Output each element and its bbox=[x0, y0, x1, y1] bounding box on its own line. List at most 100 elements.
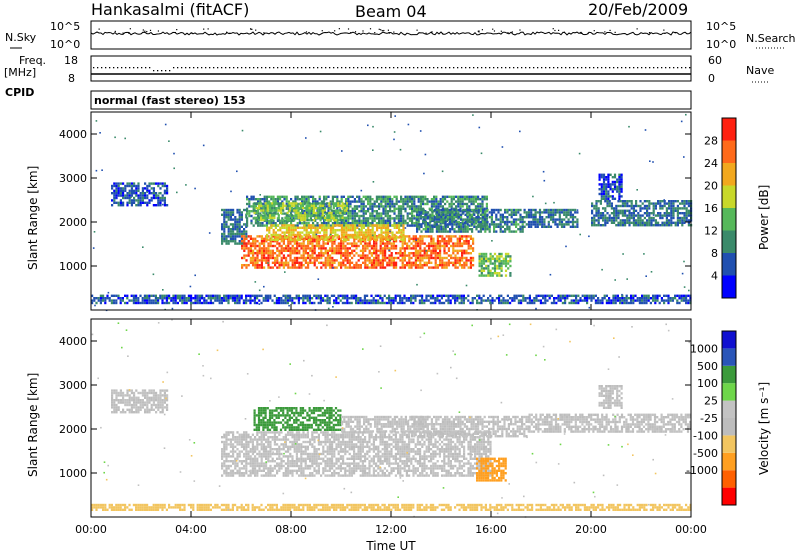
heatmap-cell bbox=[299, 214, 302, 217]
heatmap-cell bbox=[530, 213, 533, 216]
heatmap-cell bbox=[221, 240, 224, 243]
heatmap-cell bbox=[301, 226, 304, 229]
heatmap-cell bbox=[273, 202, 276, 205]
heatmap-cell bbox=[312, 222, 315, 225]
heatmap-cell bbox=[309, 240, 312, 243]
heatmap-cell bbox=[646, 200, 649, 203]
heatmap-cell bbox=[381, 299, 384, 302]
heatmap-cell bbox=[362, 254, 365, 257]
heatmap-cell bbox=[519, 213, 522, 216]
heatmap-cell bbox=[308, 219, 311, 222]
heatmap-cell bbox=[245, 299, 248, 302]
heatmap-cell bbox=[243, 232, 246, 236]
heatmap-cell bbox=[311, 252, 314, 255]
heatmap-cell bbox=[472, 195, 475, 198]
heatmap-cell bbox=[342, 254, 345, 257]
heatmap-cell bbox=[166, 184, 169, 188]
heatmap-cell bbox=[588, 294, 591, 297]
heatmap-cell bbox=[227, 297, 230, 300]
frequency-point bbox=[505, 67, 507, 69]
heatmap-cell bbox=[459, 198, 462, 201]
heatmap-cell bbox=[232, 218, 235, 221]
heatmap-cell bbox=[436, 297, 439, 300]
heatmap-cell bbox=[431, 225, 434, 228]
heatmap-cell bbox=[274, 233, 277, 237]
heatmap-cell bbox=[463, 252, 466, 255]
heatmap-cell bbox=[530, 223, 533, 226]
heatmap-cell bbox=[301, 231, 304, 234]
heatmap-cell bbox=[597, 212, 600, 215]
heatmap-cell bbox=[327, 195, 330, 198]
heatmap-cell bbox=[613, 216, 616, 220]
heatmap-cell bbox=[356, 231, 359, 234]
heatmap-cell bbox=[438, 218, 441, 221]
heatmap-cell bbox=[331, 212, 334, 215]
heatmap-cell bbox=[683, 202, 686, 205]
heatmap-cell bbox=[547, 223, 550, 226]
heatmap-cell bbox=[482, 211, 485, 214]
heatmap-cell bbox=[467, 247, 470, 250]
heatmap-cell bbox=[327, 210, 330, 213]
heatmap-cell bbox=[332, 204, 335, 207]
heatmap-cell bbox=[401, 254, 404, 257]
heatmap-cell bbox=[297, 299, 300, 302]
heatmap-cell bbox=[384, 205, 387, 208]
heatmap-cell bbox=[359, 266, 362, 269]
heatmap-cell bbox=[308, 209, 311, 212]
heatmap-cell bbox=[617, 214, 620, 217]
heatmap-cell bbox=[299, 207, 302, 210]
heatmap-cell bbox=[339, 299, 342, 302]
heatmap-cell bbox=[569, 225, 572, 228]
heatmap-cell bbox=[384, 233, 387, 237]
heatmap-cell bbox=[348, 247, 351, 250]
frequency-point bbox=[401, 67, 403, 69]
heatmap-cell bbox=[249, 256, 252, 260]
heatmap-cell bbox=[430, 252, 433, 255]
heatmap-cell bbox=[442, 208, 445, 212]
heatmap-cell bbox=[314, 233, 317, 237]
heatmap-cell bbox=[464, 230, 467, 233]
heatmap-cell bbox=[569, 216, 572, 219]
heatmap-cell bbox=[285, 259, 288, 262]
heatmap-cell bbox=[320, 249, 323, 252]
heatmap-cell bbox=[608, 202, 611, 205]
heatmap-cell bbox=[403, 297, 406, 300]
heatmap-cell bbox=[618, 188, 621, 191]
heatmap-cell bbox=[143, 299, 146, 302]
heatmap-cell bbox=[122, 182, 125, 185]
heatmap-cell bbox=[293, 301, 296, 305]
heatmap-cell bbox=[380, 195, 383, 198]
heatmap-cell bbox=[607, 180, 610, 184]
heatmap-cell bbox=[245, 237, 248, 240]
heatmap-cell bbox=[498, 262, 501, 265]
heatmap-cell bbox=[404, 222, 407, 225]
heatmap-cell bbox=[259, 207, 262, 210]
heatmap-cell bbox=[533, 301, 536, 305]
heatmap-cell bbox=[382, 207, 385, 210]
heatmap-cell bbox=[272, 233, 275, 237]
heatmap-cell bbox=[401, 261, 404, 264]
heatmap-cell bbox=[340, 247, 343, 250]
heatmap-cell bbox=[375, 210, 378, 213]
heatmap-cell bbox=[661, 221, 664, 224]
heatmap-cell bbox=[161, 301, 164, 305]
heatmap-cell bbox=[338, 224, 341, 227]
heatmap-cell bbox=[479, 202, 482, 206]
heatmap-cell bbox=[163, 297, 166, 300]
heatmap-cell bbox=[517, 299, 520, 302]
heatmap-cell bbox=[450, 261, 453, 264]
heatmap-cell bbox=[471, 299, 474, 302]
heatmap-cell bbox=[424, 223, 427, 226]
heatmap-cell bbox=[344, 240, 347, 243]
heatmap-cell bbox=[530, 211, 533, 214]
heatmap-cell bbox=[480, 299, 483, 302]
heatmap-cell bbox=[452, 235, 455, 238]
heatmap-cell bbox=[286, 297, 289, 300]
heatmap-cell bbox=[491, 274, 494, 277]
heatmap-cell bbox=[322, 299, 325, 302]
heatmap-cell bbox=[302, 299, 305, 302]
heatmap-cell bbox=[621, 204, 624, 208]
heatmap-cell bbox=[367, 224, 370, 227]
heatmap-cell bbox=[335, 297, 338, 300]
heatmap-cell bbox=[468, 216, 471, 219]
